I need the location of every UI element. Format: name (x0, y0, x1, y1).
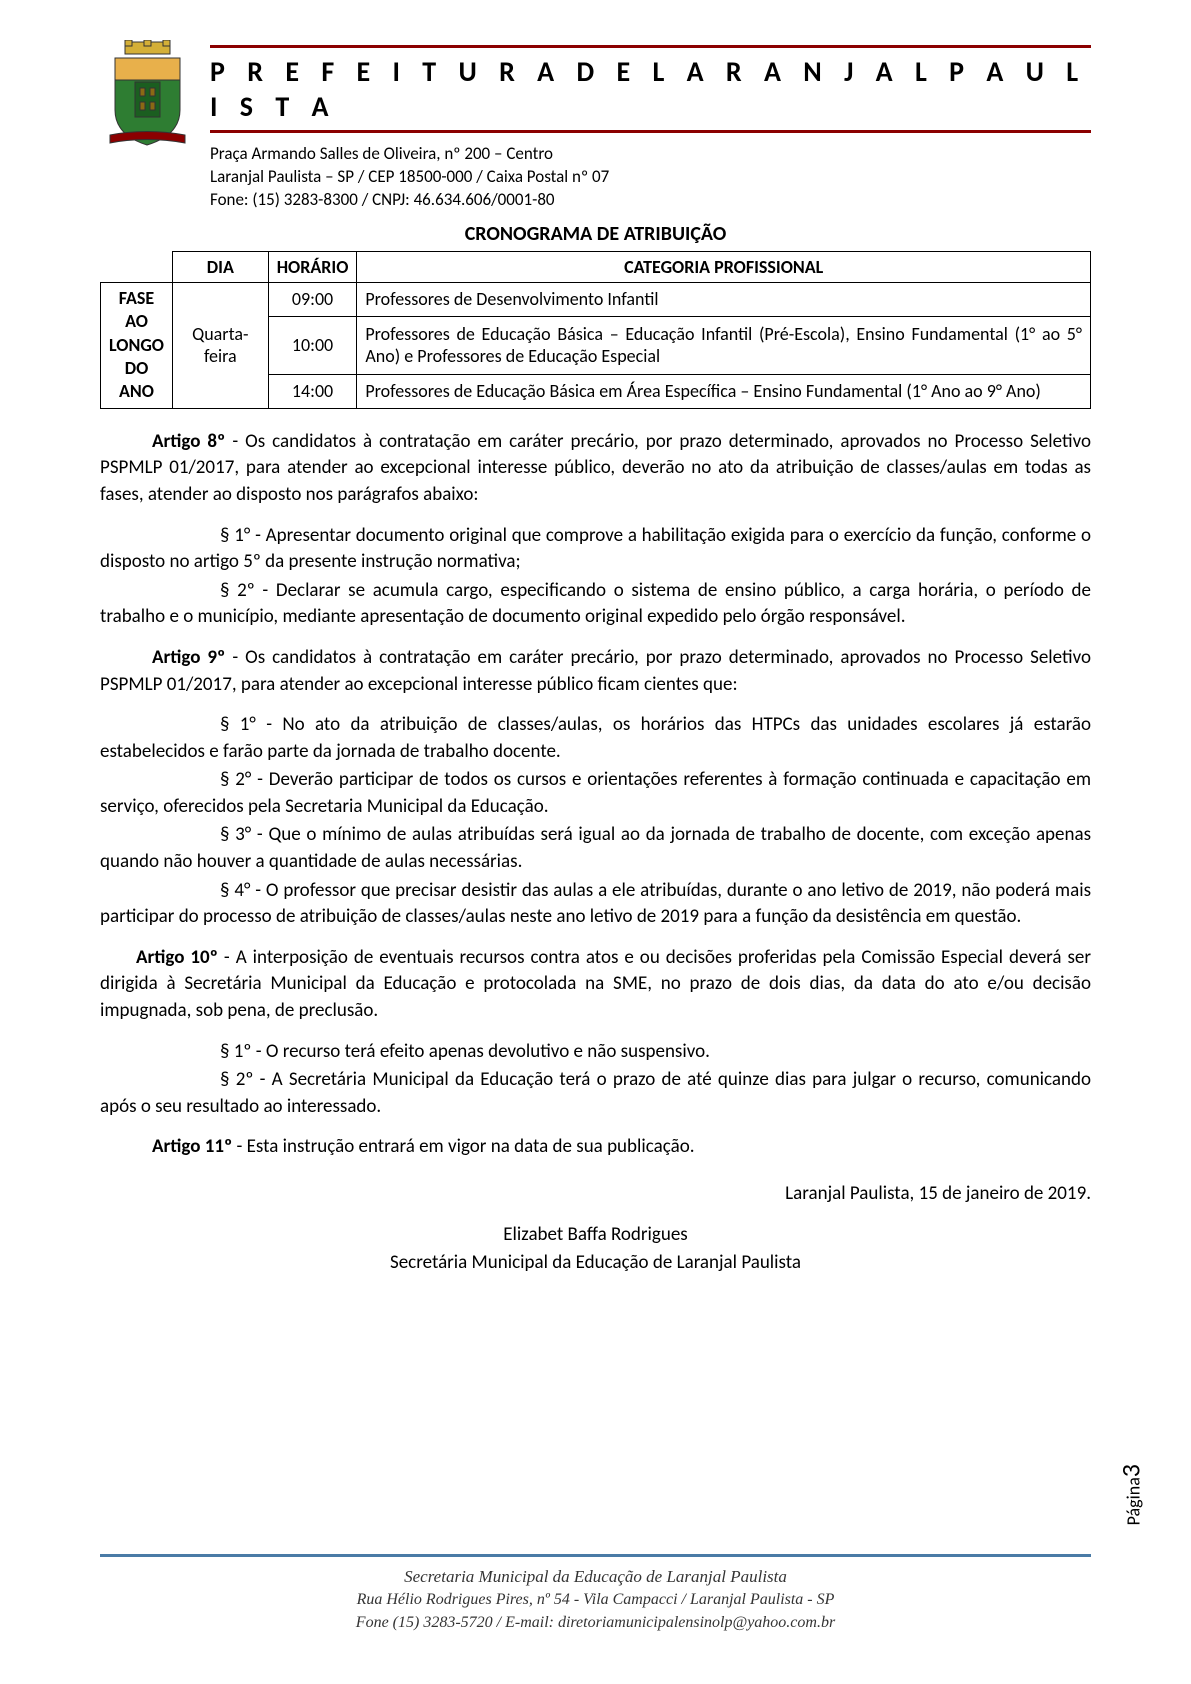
cronograma-table: DIA HORÁRIO CATEGORIA PROFISSIONAL FASEA… (100, 251, 1091, 409)
address-line-3: Fone: (15) 3283-8300 / CNPJ: 46.634.606/… (210, 189, 1091, 212)
signature-name: Elizabet Baffa Rodrigues (503, 1223, 687, 1246)
document-header: P R E F E I T U R A D E L A R A N J A L … (100, 40, 1091, 212)
title-bar: P R E F E I T U R A D E L A R A N J A L … (210, 45, 1091, 133)
body-text: Artigo 8º - Os candidatos à contratação … (100, 429, 1091, 1277)
cat-0: Professores de Desenvolvimento Infantil (357, 282, 1091, 316)
artigo-8: Artigo 8º - Os candidatos à contratação … (100, 429, 1091, 509)
empty-header (101, 251, 173, 282)
header-horario: HORÁRIO (268, 251, 357, 282)
artigo-9-label: Artigo 9º (152, 646, 225, 669)
time-1: 10:00 (268, 316, 357, 374)
page-number: Página3 (1114, 1464, 1146, 1525)
artigo-10: Artigo 10º - A interposição de eventuais… (100, 945, 1091, 1025)
artigo-10-label: Artigo 10º (136, 946, 218, 969)
artigo-8-p2: § 2º - Declarar se acumula cargo, especi… (100, 578, 1091, 631)
signature-block: Elizabet Baffa Rodrigues (100, 1222, 1091, 1249)
page-num-value: 3 (1114, 1464, 1146, 1477)
page-label: Página (1122, 1477, 1144, 1525)
artigo-9-body: - Os candidatos à contratação em caráter… (100, 646, 1091, 696)
main-title: P R E F E I T U R A D E L A R A N J A L … (210, 54, 1091, 124)
artigo-9: Artigo 9º - Os candidatos à contratação … (100, 645, 1091, 698)
row-label-fase: FASEAOLONGODOANO (101, 282, 173, 408)
header-dia: DIA (172, 251, 268, 282)
dia-cell: Quarta-feira (172, 282, 268, 408)
artigo-8-body: - Os candidatos à contratação em caráter… (100, 430, 1091, 506)
artigo-9-p3: § 3° - Que o mínimo de aulas atribuídas … (100, 822, 1091, 875)
footer-line-1: Secretaria Municipal da Educação de Lara… (100, 1565, 1091, 1589)
artigo-11-label: Artigo 11º (152, 1135, 232, 1158)
header-categoria: CATEGORIA PROFISSIONAL (357, 251, 1091, 282)
footer-line-3: Fone (15) 3283-5720 / E-mail: diretoriam… (100, 1612, 1091, 1634)
municipal-crest-icon (100, 40, 195, 150)
artigo-9-p1: § 1° - No ato da atribuição de classes/a… (100, 712, 1091, 765)
address-line-2: Laranjal Paulista – SP / CEP 18500-000 /… (210, 166, 1091, 189)
artigo-11-body: - Esta instrução entrará em vigor na dat… (232, 1135, 694, 1158)
artigo-10-p1: § 1º - O recurso terá efeito apenas devo… (100, 1039, 1091, 1066)
artigo-10-p2: § 2º - A Secretária Municipal da Educaçã… (100, 1067, 1091, 1120)
time-2: 14:00 (268, 374, 357, 408)
artigo-9-p4: § 4° - O professor que precisar desistir… (100, 878, 1091, 931)
artigo-8-p1: § 1° - Apresentar documento original que… (100, 523, 1091, 576)
footer: Secretaria Municipal da Educação de Lara… (100, 1554, 1091, 1634)
artigo-9-p2: § 2° - Deverão participar de todos os cu… (100, 767, 1091, 820)
header-text-block: P R E F E I T U R A D E L A R A N J A L … (210, 40, 1091, 212)
artigo-11: Artigo 11º - Esta instrução entrará em v… (100, 1134, 1091, 1161)
cat-1: Professores de Educação Básica – Educaçã… (357, 316, 1091, 374)
cat-2: Professores de Educação Básica em Área E… (357, 374, 1091, 408)
time-0: 09:00 (268, 282, 357, 316)
signature-role: Secretária Municipal da Educação de Lara… (100, 1250, 1091, 1277)
artigo-8-label: Artigo 8º (152, 430, 225, 453)
footer-line-2: Rua Hélio Rodrigues Pires, nº 54 - Vila … (100, 1589, 1091, 1611)
address-line-1: Praça Armando Salles de Oliveira, nº 200… (210, 143, 1091, 166)
section-title: CRONOGRAMA DE ATRIBUIÇÃO (100, 222, 1091, 246)
date-line: Laranjal Paulista, 15 de janeiro de 2019… (100, 1181, 1091, 1208)
address-block: Praça Armando Salles de Oliveira, nº 200… (210, 143, 1091, 212)
artigo-10-body: - A interposição de eventuais recursos c… (100, 946, 1091, 1022)
